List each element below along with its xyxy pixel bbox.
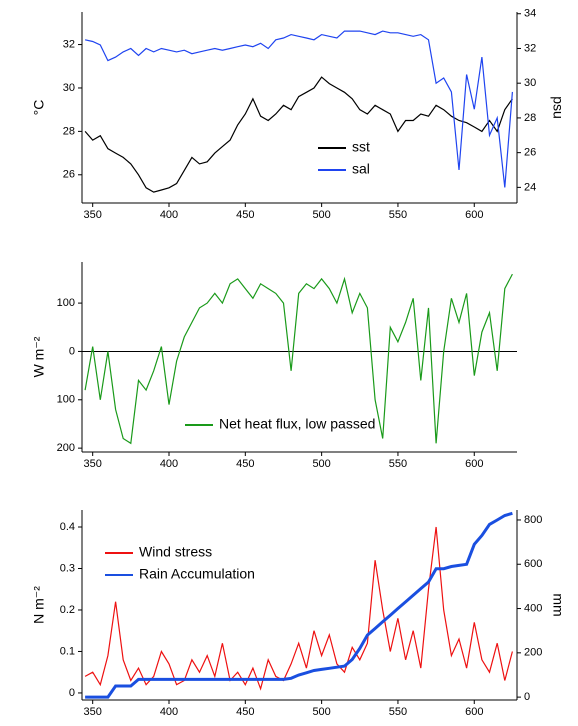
y-tick-label: 26 [63,169,75,181]
x-tick-label: 350 [84,458,102,470]
y-tick-label: 100 [57,394,75,406]
x-tick-label: 550 [389,458,407,470]
series-line [84,76,513,193]
y-axis-label: °C [31,100,47,116]
y-tick-label: 0.4 [60,521,75,533]
series-line [85,511,513,699]
y-tick-label: 100 [57,297,75,309]
x-tick-label: 400 [160,458,178,470]
legend-label: Rain Accumulation [139,566,255,582]
y-tick-label: 32 [63,38,75,50]
y2-tick-label: 0 [524,691,530,703]
x-tick-label: 500 [312,706,330,718]
x-tick-label: 350 [84,209,102,221]
legend-label: sal [352,161,370,177]
y-tick-label: 30 [63,82,75,94]
y2-tick-label: 600 [524,558,542,570]
y-tick-label: 0.3 [60,562,75,574]
y2-tick-label: 28 [524,112,536,124]
y-axis-label: W m⁻² [31,336,47,377]
x-tick-label: 400 [160,706,178,718]
y2-axis-label: psu [550,96,566,119]
x-tick-label: 600 [465,706,483,718]
y-tick-label: 0.1 [60,645,75,657]
x-tick-label: 450 [236,458,254,470]
x-tick-label: 500 [312,209,330,221]
series-line [84,30,513,188]
y-axis-label: N m⁻² [31,586,47,624]
y-tick-label: 28 [63,125,75,137]
legend-label: sst [352,139,370,155]
y-tick-label: 0 [69,345,75,357]
y2-tick-label: 200 [524,647,542,659]
x-tick-label: 350 [84,706,102,718]
x-tick-label: 600 [465,458,483,470]
x-tick-label: 400 [160,209,178,221]
y-tick-label: 0.2 [60,604,75,616]
y2-tick-label: 32 [524,42,536,54]
y2-tick-label: 30 [524,77,536,89]
y-tick-label: 0 [69,687,75,699]
series-line [84,526,513,691]
series-line [84,273,513,445]
y2-tick-label: 34 [524,8,536,20]
y2-tick-label: 24 [524,181,536,193]
y2-tick-label: 26 [524,147,536,159]
legend-label: Wind stress [139,544,212,560]
x-tick-label: 600 [465,209,483,221]
x-tick-label: 500 [312,458,330,470]
x-tick-label: 450 [236,209,254,221]
x-tick-label: 550 [389,209,407,221]
y2-axis-label: mm [550,593,566,616]
y2-tick-label: 800 [524,514,542,526]
x-tick-label: 550 [389,706,407,718]
x-tick-label: 450 [236,706,254,718]
y-tick-label: 200 [57,442,75,454]
legend-label: Net heat flux, low passed [219,416,375,432]
y2-tick-label: 400 [524,602,542,614]
